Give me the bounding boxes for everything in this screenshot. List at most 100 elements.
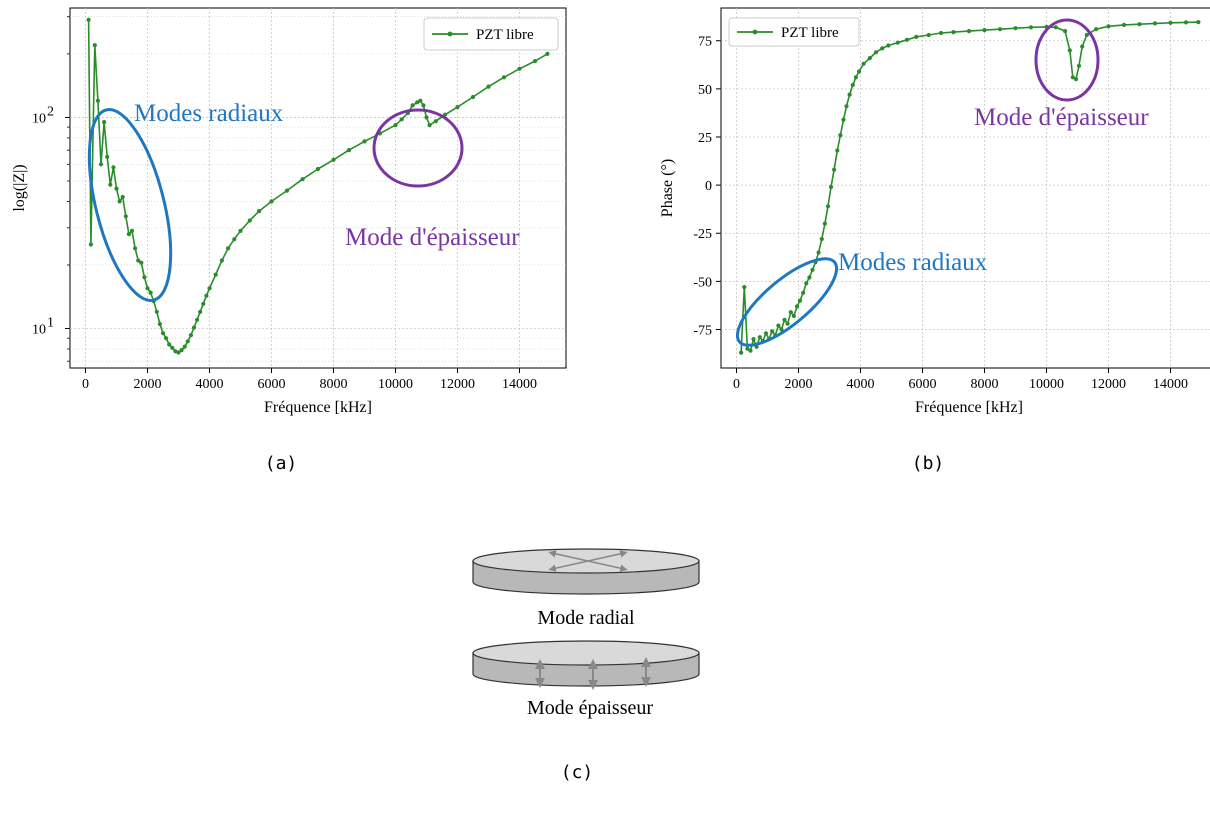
chart-b-data-point: [819, 236, 824, 242]
chart-a-thickness-annotation: Mode d'épaisseur: [345, 224, 520, 251]
chart-b-data-point: [816, 250, 821, 255]
chart-b-data-point: [856, 69, 862, 74]
chart-a-data-point: [346, 148, 352, 153]
chart-a-data-point: [427, 123, 432, 128]
chart-b-data-point: [1053, 25, 1058, 30]
chart-a-series-line: [87, 19, 548, 354]
chart-b-data-point: [770, 329, 775, 334]
chart-b-data-point: [1121, 22, 1127, 27]
thickness-mode-disk: [472, 640, 700, 690]
chart-a-data-point: [486, 84, 491, 89]
chart-a-data-point: [139, 260, 144, 265]
chart-a-data-point: [148, 290, 153, 295]
chart-b-data-point: [853, 75, 859, 80]
caption-b: (b): [912, 453, 945, 474]
chart-a-data-point: [517, 66, 522, 71]
chart-a-data-point: [129, 228, 135, 233]
chart-b-legend-box: [728, 17, 860, 47]
chart-b-data-point: [828, 184, 834, 190]
chart-a-data-point: [167, 342, 172, 347]
radial-mode-label: Mode radial: [537, 607, 635, 629]
chart-b-data-point: [861, 61, 866, 66]
chart-b-data-point: [1196, 20, 1201, 25]
chart-a-ytick-label: 10: [32, 111, 46, 126]
chart-a-xlabel: Fréquence [kHz]: [264, 399, 372, 416]
chart-a-legend: PZT libre: [423, 17, 559, 51]
chart-b-legend-label: PZT libre: [781, 25, 839, 41]
chart-b-data-point: [951, 29, 956, 35]
chart-a-data-point: [421, 103, 426, 108]
chart-a-legend-marker: [447, 31, 453, 37]
chart-a-data-point: [247, 218, 252, 223]
chart-a-data-point: [114, 186, 119, 191]
chart-a-data-point: [170, 345, 175, 350]
chart-b-data-point: [1094, 27, 1099, 32]
chart-b-xtick-label: 8000: [971, 377, 999, 392]
chart-a-data-point: [136, 258, 141, 263]
chart-b-series-line: [740, 21, 1199, 353]
chart-a-data-point: [164, 336, 169, 341]
chart-a-data-point: [532, 59, 538, 64]
chart-a-data-point: [195, 317, 200, 322]
chart-a-data-point: [102, 120, 107, 125]
chart-b-data-point: [997, 27, 1003, 32]
chart-b-data-point: [751, 337, 756, 342]
caption-c: (c): [561, 762, 594, 783]
chart-b-data-point: [1076, 63, 1082, 68]
chart-b-data-point: [1028, 25, 1034, 30]
chart-b-legend: PZT libre: [728, 17, 860, 47]
chart-b-data-point: [926, 32, 931, 38]
chart-b-data-point: [782, 317, 787, 322]
chart-b-ytick-label: -25: [693, 227, 712, 242]
chart-b-y-ticks: -75 -50 -25 0 25 50 75: [693, 35, 721, 338]
chart-b-data-point: [1013, 26, 1018, 31]
chart-b-data-point: [1067, 48, 1072, 53]
chart-b-data-point: [939, 30, 944, 36]
chart-b-data-point: [873, 50, 879, 55]
chart-b-data-point: [742, 285, 747, 290]
radial-arrow-2: [548, 550, 628, 572]
chart-a-data-point: [133, 246, 138, 251]
chart-a-data-point: [185, 339, 190, 344]
chart-b-data-point: [757, 335, 762, 340]
chart-b-ytick-label: -75: [693, 323, 712, 338]
chart-a-radial-annotation: Modes radiaux: [134, 100, 284, 127]
chart-b-data-point: [788, 310, 793, 315]
chart-b-data-point: [822, 221, 828, 226]
thickness-disk-top: [472, 640, 700, 666]
chart-a-data-point: [433, 119, 438, 124]
chart-b-ytick-label: 25: [698, 131, 712, 146]
chart-b-data-point: [745, 346, 750, 351]
chart-a-data-point: [191, 325, 197, 330]
chart-b-xtick-label: 12000: [1091, 377, 1126, 392]
chart-a-data-point: [284, 188, 290, 193]
chart-b-data-point: [1080, 44, 1085, 49]
chart-b-data-point: [1168, 20, 1173, 25]
chart-b-data-point: [785, 321, 790, 326]
chart-a-data-point: [393, 123, 398, 128]
chart-a-data-point: [86, 17, 91, 22]
chart-a-frame: [69, 7, 567, 369]
chart-b-data-point: [966, 29, 972, 34]
chart-a-data-point: [105, 154, 110, 159]
chart-b-data-point: [1063, 29, 1068, 34]
thickness-mode-label: Mode épaisseur: [527, 697, 653, 719]
chart-a-data-point: [98, 162, 104, 167]
chart-b-xtick-label: 2000: [785, 377, 813, 392]
chart-b-data-point: [904, 37, 910, 42]
chart-b-series: [739, 20, 1201, 355]
chart-a-xtick-label: 6000: [258, 377, 286, 392]
chart-b-data-point: [844, 104, 849, 109]
chart-b: 0 2000 4000 6000 8000 10000 12000 14000 -75-50-…: [659, 7, 1210, 416]
chart-a-data-point: [410, 103, 415, 108]
chart-b-data-point: [776, 323, 781, 328]
chart-a-data-point: [418, 98, 423, 103]
chart-b-thickness-annotation: Mode d'épaisseur: [974, 104, 1149, 131]
chart-b-data-point: [914, 34, 919, 40]
chart-b-ytick-label: 50: [698, 83, 712, 98]
chart-a-xtick-label: 0: [82, 377, 89, 392]
chart-b-data-point: [886, 43, 891, 48]
chart-a-data-point: [470, 94, 476, 100]
chart-b-xtick-label: 4000: [847, 377, 875, 392]
